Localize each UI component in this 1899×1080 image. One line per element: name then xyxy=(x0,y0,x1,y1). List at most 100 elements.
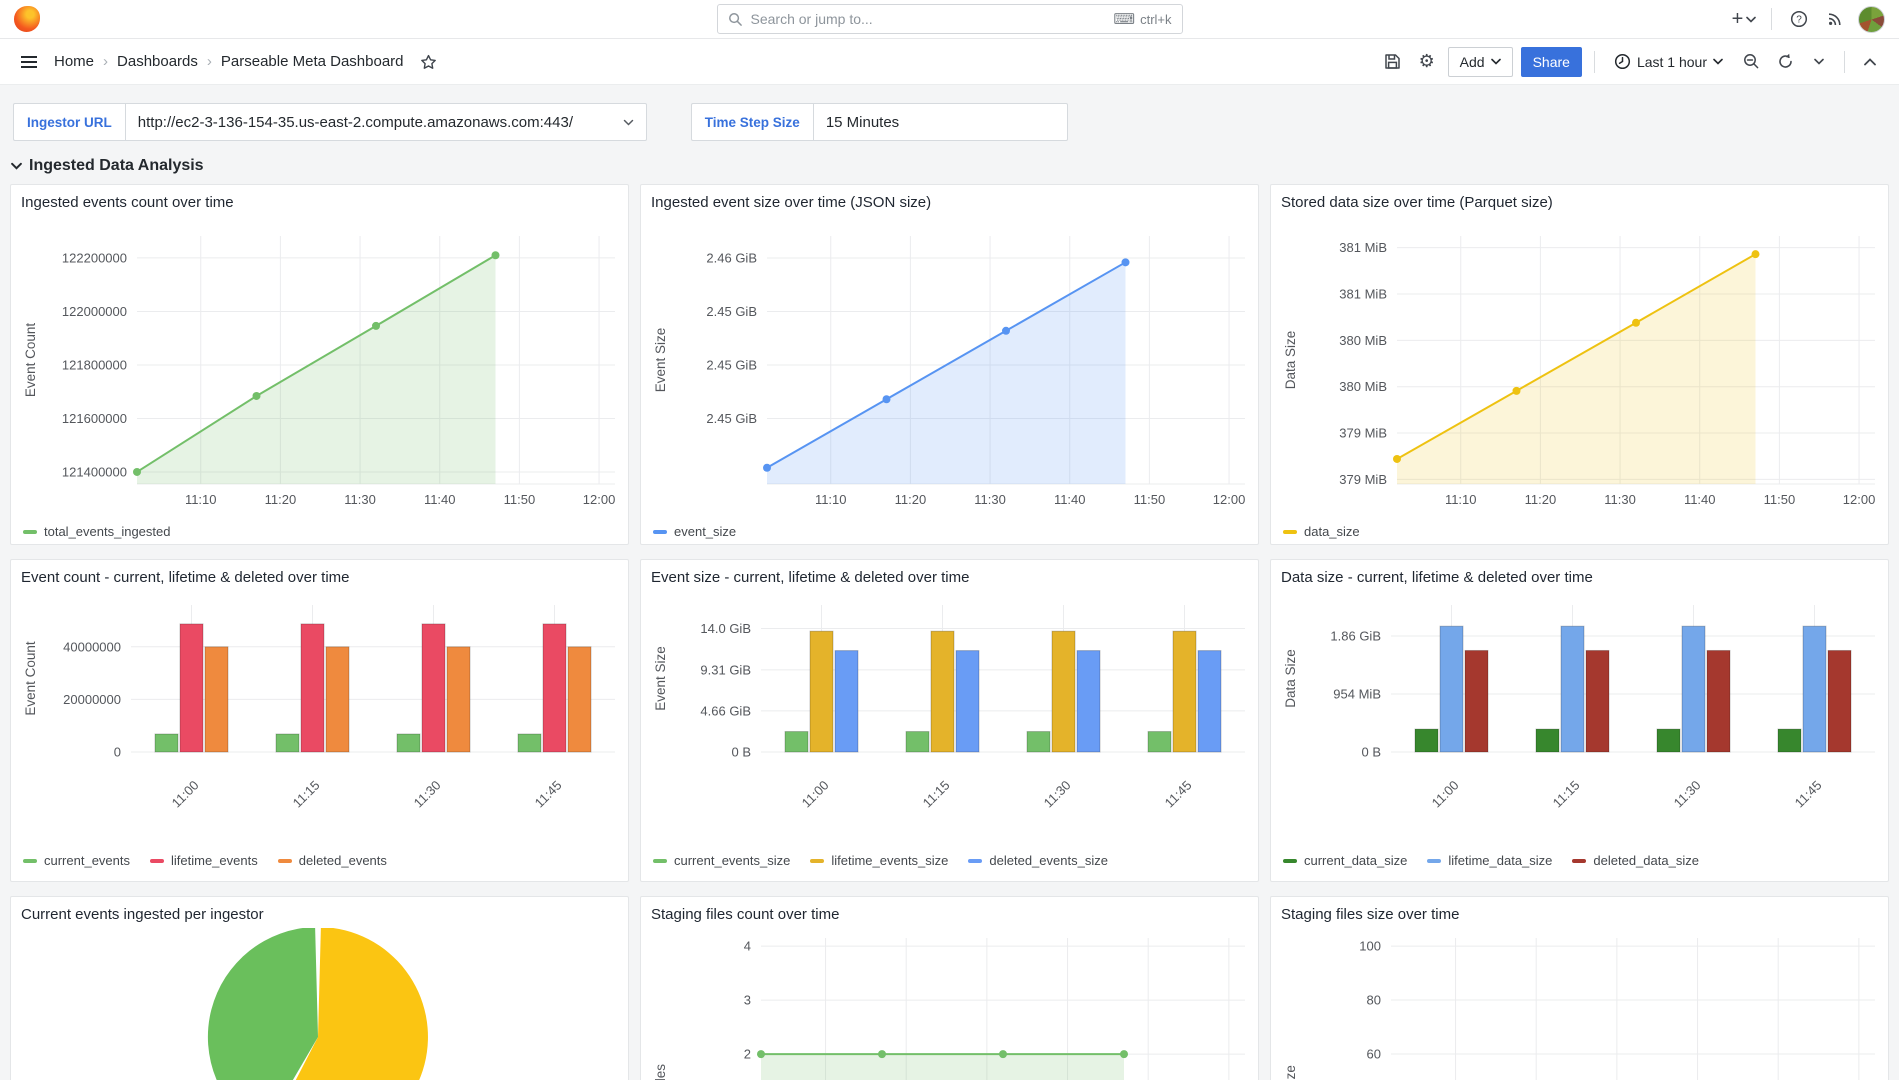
search-input[interactable]: Search or jump to... ⌨ ctrl+k xyxy=(716,4,1183,34)
svg-text:4: 4 xyxy=(744,939,751,954)
favorite-star-icon[interactable] xyxy=(416,48,442,76)
legend-item[interactable]: deleted_events xyxy=(277,853,387,868)
zoom-out-time-icon[interactable] xyxy=(1738,48,1764,76)
topnav-actions: + ? xyxy=(1731,5,1885,33)
legend-item[interactable]: lifetime_events xyxy=(150,853,258,868)
legend-item[interactable]: deleted_data_size xyxy=(1572,853,1699,868)
timeseries-chart[interactable]: 10080604020Staging Size xyxy=(1279,928,1880,1080)
time-step-variable: Time Step Size 15 Minutes xyxy=(690,103,1068,141)
divider xyxy=(1593,50,1595,73)
add-new-button[interactable]: + xyxy=(1731,5,1757,33)
dashboard-settings-gear-icon[interactable]: ⚙ xyxy=(1414,48,1440,76)
menu-toggle-icon[interactable] xyxy=(16,48,42,76)
svg-text:?: ? xyxy=(1796,15,1802,26)
legend-item[interactable]: lifetime_data_size xyxy=(1427,853,1552,868)
legend-label: current_events xyxy=(44,853,130,868)
help-icon[interactable]: ? xyxy=(1786,5,1812,33)
legend-item[interactable]: event_size xyxy=(653,524,736,539)
legend-color-dash xyxy=(1283,858,1297,863)
timeseries-chart[interactable]: 4 3 2 Staging Files xyxy=(649,928,1250,1080)
svg-text:Event Size: Event Size xyxy=(653,328,668,393)
svg-text:11:45: 11:45 xyxy=(1162,778,1195,811)
svg-text:12:00: 12:00 xyxy=(1213,492,1246,507)
share-button[interactable]: Share xyxy=(1520,46,1582,77)
legend-color-dash xyxy=(23,529,37,534)
kiosk-caret-up-icon[interactable] xyxy=(1857,48,1883,76)
legend-item[interactable]: total_events_ingested xyxy=(23,524,170,539)
panel-title: Data size - current, lifetime & deleted … xyxy=(1281,569,1593,586)
svg-text:11:50: 11:50 xyxy=(504,492,536,507)
svg-text:12:00: 12:00 xyxy=(1843,492,1876,507)
svg-text:14.0 GiB: 14.0 GiB xyxy=(700,621,751,636)
svg-text:122000000: 122000000 xyxy=(62,304,127,319)
user-avatar[interactable] xyxy=(1858,5,1885,33)
divider xyxy=(1844,50,1845,73)
svg-text:11:40: 11:40 xyxy=(1684,492,1716,507)
panel-title: Ingested event size over time (JSON size… xyxy=(651,194,932,211)
legend-label: current_events_size xyxy=(674,853,791,868)
bar-chart[interactable]: 0 20000000 40000000 Event Count 11:00 11:15 11… xyxy=(19,591,620,850)
svg-text:11:00: 11:00 xyxy=(799,778,832,811)
svg-text:954 MiB: 954 MiB xyxy=(1333,687,1381,702)
svg-text:380 MiB: 380 MiB xyxy=(1339,379,1387,394)
search-container: Search or jump to... ⌨ ctrl+k xyxy=(716,4,1183,34)
collapse-chevron-icon xyxy=(11,162,22,170)
legend-color-dash xyxy=(277,858,292,863)
legend-item[interactable]: data_size xyxy=(1283,524,1360,539)
ingestor-url-select[interactable]: http://ec2-3-136-154-35.us-east-2.comput… xyxy=(124,103,647,141)
legend-item[interactable]: current_data_size xyxy=(1283,853,1407,868)
chevron-down-icon xyxy=(1713,58,1723,65)
panel-title: Staging files count over time xyxy=(651,906,840,923)
breadcrumb-current-dashboard[interactable]: Parseable Meta Dashboard xyxy=(220,53,404,70)
dashboard-variables-row: Ingestor URL http://ec2-3-136-154-35.us-… xyxy=(0,85,1899,141)
svg-text:Staging Size: Staging Size xyxy=(1283,1065,1298,1080)
legend-item[interactable]: deleted_events_size xyxy=(968,853,1108,868)
bar-chart[interactable]: 0 B 954 MiB 1.86 GiB Data Size 11:00 11:15 11:… xyxy=(1279,591,1880,850)
chart-legend: event_size xyxy=(649,521,1250,542)
svg-text:121800000: 121800000 xyxy=(62,357,127,372)
svg-text:11:10: 11:10 xyxy=(185,492,217,507)
legend-color-dash xyxy=(810,858,825,863)
chart-legend: current_events_size lifetime_events_size d… xyxy=(649,850,1250,871)
timeseries-chart[interactable]: 11:10 11:20 11:30 11:40 11:50 12:00 381 MiB 381… xyxy=(1279,216,1880,521)
refresh-icon[interactable] xyxy=(1772,48,1798,76)
panel-events-per-ingestor-pie: Current events ingested per ingestor xyxy=(10,896,629,1080)
grafana-logo[interactable] xyxy=(14,6,40,32)
panel-data-size-bars: Data size - current, lifetime & deleted … xyxy=(1270,559,1889,882)
save-dashboard-icon[interactable] xyxy=(1380,48,1406,76)
time-range-picker[interactable]: Last 1 hour xyxy=(1606,46,1730,77)
add-panel-button[interactable]: Add xyxy=(1447,46,1513,77)
legend-label: lifetime_data_size xyxy=(1448,853,1553,868)
news-icon[interactable] xyxy=(1822,5,1848,33)
chevron-down-icon xyxy=(1746,16,1757,23)
row-ingested-data-analysis[interactable]: Ingested Data Analysis xyxy=(0,141,1899,184)
clock-icon xyxy=(1614,53,1630,70)
time-step-input[interactable]: 15 Minutes xyxy=(812,103,1068,141)
breadcrumb-home[interactable]: Home xyxy=(54,53,95,70)
legend-item[interactable]: current_events_size xyxy=(653,853,790,868)
breadcrumb-dashboards[interactable]: Dashboards xyxy=(117,53,198,70)
svg-text:9.31 GiB: 9.31 GiB xyxy=(700,662,751,677)
legend-item[interactable]: lifetime_events_size xyxy=(810,853,948,868)
svg-text:11:00: 11:00 xyxy=(1429,778,1462,811)
svg-text:2.46 GiB: 2.46 GiB xyxy=(706,251,757,266)
legend-label: deleted_events_size xyxy=(989,853,1108,868)
svg-text:11:40: 11:40 xyxy=(424,492,456,507)
timeseries-chart[interactable]: 11:10 11:20 11:30 11:40 11:50 12:00 2.46 GiB 2.… xyxy=(649,216,1250,521)
panel-title: Staging files size over time xyxy=(1281,906,1460,923)
refresh-interval-chevron-icon[interactable] xyxy=(1806,48,1832,76)
svg-text:122200000: 122200000 xyxy=(62,250,127,265)
legend-label: total_events_ingested xyxy=(44,524,171,539)
svg-text:1.86 GiB: 1.86 GiB xyxy=(1330,628,1381,643)
bar-chart[interactable]: 0 B 4.66 GiB 9.31 GiB 14.0 GiB Event Size 11:… xyxy=(649,591,1250,850)
pie-chart[interactable] xyxy=(19,927,620,1080)
legend-color-dash xyxy=(1427,858,1442,863)
search-icon xyxy=(728,12,742,26)
timeseries-chart[interactable]: 11:10 11:20 11:30 11:40 11:50 12:00 122200000 1… xyxy=(19,216,620,521)
chevron-down-icon xyxy=(623,119,634,126)
panel-staging-files-size: Staging files size over time 10080604020… xyxy=(1270,896,1889,1080)
ingestor-url-variable: Ingestor URL http://ec2-3-136-154-35.us-… xyxy=(13,103,647,141)
legend-item[interactable]: current_events xyxy=(23,853,130,868)
legend-color-dash xyxy=(23,858,37,863)
svg-text:11:30: 11:30 xyxy=(1671,778,1704,811)
